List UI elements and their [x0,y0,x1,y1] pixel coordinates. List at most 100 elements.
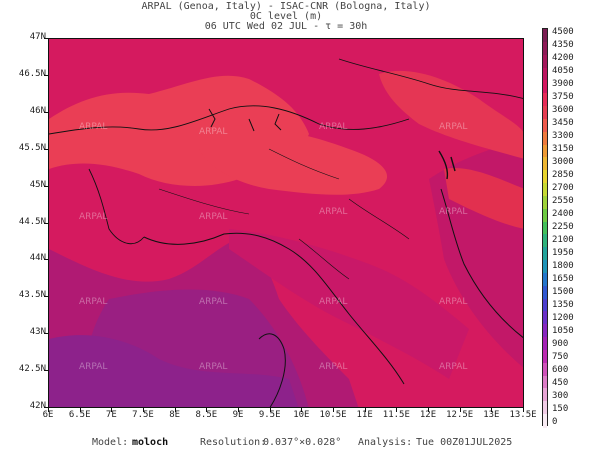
colorbar-label: 2400 [552,208,574,219]
longitude-tick [238,408,239,412]
watermark: ARPAL [319,207,347,217]
footer-resolution-value: 0.037°×0.028° [263,437,342,448]
colorbar-label: 2700 [552,182,574,193]
sea-region-adriatic-north [444,168,523,229]
colorbar-segment [543,234,547,248]
latitude-label: 47N [29,32,46,42]
longitude-label: 10E [293,410,310,420]
footer-resolution-label: Resolution: [200,437,267,448]
region-borders [158,148,410,280]
colorbar-segment [543,157,547,171]
colorbar-label: 3450 [552,117,574,128]
colorbar-label: 1950 [552,247,574,258]
colorbar-segment [543,401,547,415]
colorbar-segment [543,311,547,325]
colorbar-segment [543,41,547,56]
colorbar-label: 2250 [552,221,574,232]
colorbar-label: 2100 [552,234,574,245]
border-swiss [49,105,410,135]
colorbar-segment [543,298,547,313]
colorbar-segment [543,414,547,428]
colorbar-label: 4350 [552,39,574,50]
colorbar-segment [543,337,547,351]
watermark: ARPAL [199,362,227,372]
coastline-adriatic [440,188,523,339]
watermark: ARPAL [199,297,227,307]
longitude-label: 6E [42,410,54,420]
longitude-label: 11E [356,410,373,420]
land-high-alps-east [379,70,523,159]
longitude-label: 13E [483,410,500,420]
longitude-label: 7E [105,410,117,420]
longitude-label: 11.5E [382,410,410,420]
longitude-label: 6.5E [68,410,91,420]
watermark: ARPAL [199,127,227,137]
colorbar-segment [543,183,547,197]
longitude-label: 9.5E [258,410,281,420]
latitude-tick [44,74,48,76]
longitude-tick [459,408,461,412]
colorbar-label: 3900 [552,78,574,89]
watermark: ARPAL [319,362,347,372]
latitude-label: 44N [29,253,46,264]
longitude-tick [79,408,81,412]
latitude-tick [44,407,48,408]
latitude-tick [44,185,48,187]
latitude-tick [44,296,48,298]
colorbar-segment [543,324,547,338]
longitude-label: 12.5E [446,410,474,420]
latitude-label: 42.5N [18,364,46,375]
colorbar-segment [543,260,547,274]
colorbar-segment [543,67,547,81]
colorbar-segment [543,362,547,377]
longitude-tick [206,408,208,412]
latitude-label: 45.5N [18,142,46,153]
latitude-label: 42N [29,401,46,411]
colorbar-label: 2850 [552,169,574,180]
longitude-tick [523,408,524,412]
longitude-tick [333,408,334,412]
forecast-map[interactable]: ARPAL ARPAL ARPAL ARPAL ARPAL ARPAL ARPA… [48,38,524,408]
footer-analysis-value: Tue 00Z01JUL2025 [416,437,513,448]
coastline-corsica [258,333,286,407]
colorbar-label: 750 [552,351,569,362]
coastline-liguria [143,232,405,385]
header-line-3: 06 UTC Wed 02 JUL - τ = 30h [204,21,368,32]
colorbar-segment [543,170,547,184]
longitude-tick [491,408,493,412]
longitude-tick [428,408,429,412]
colorbar-label: 3600 [552,104,574,115]
longitude-label: 8.5E [195,410,218,420]
longitude-label: 7.5E [132,410,154,420]
border-france [88,168,145,245]
footer-model-value: moloch [132,437,168,448]
lakes-cluster [208,108,282,132]
colorbar-segment [543,272,547,287]
colorbar-label: 4500 [552,26,574,37]
header-line-2: 0C level (m) [249,11,323,22]
colorbar-label: 1350 [552,299,574,310]
watermark: ARPAL [439,362,467,372]
colorbar-label: 3750 [552,91,574,102]
watermark: ARPAL [79,212,107,222]
watermark: ARPAL [319,297,347,307]
colorbar-segment [543,247,547,261]
longitude-tick [111,408,113,412]
colorbar-segment [543,195,547,210]
colorbar-label: 4050 [552,65,574,76]
colorbar-label: 2550 [552,195,574,206]
watermark: ARPAL [79,362,107,372]
latitude-tick [44,370,48,372]
colorbar-segment [543,106,547,120]
border-austria [338,58,523,99]
colorbar-label: 4200 [552,52,574,63]
latitude-tick [44,259,48,261]
latitude-label: 46.5N [18,68,46,79]
longitude-tick [143,408,144,412]
colorbar-label: 3300 [552,130,574,141]
colorbar-label: 3000 [552,156,574,167]
longitude-label: 10.5E [319,410,347,420]
colorbar-segment [543,118,547,133]
colorbar-segment [543,208,547,223]
colorbar-label: 300 [552,390,569,401]
